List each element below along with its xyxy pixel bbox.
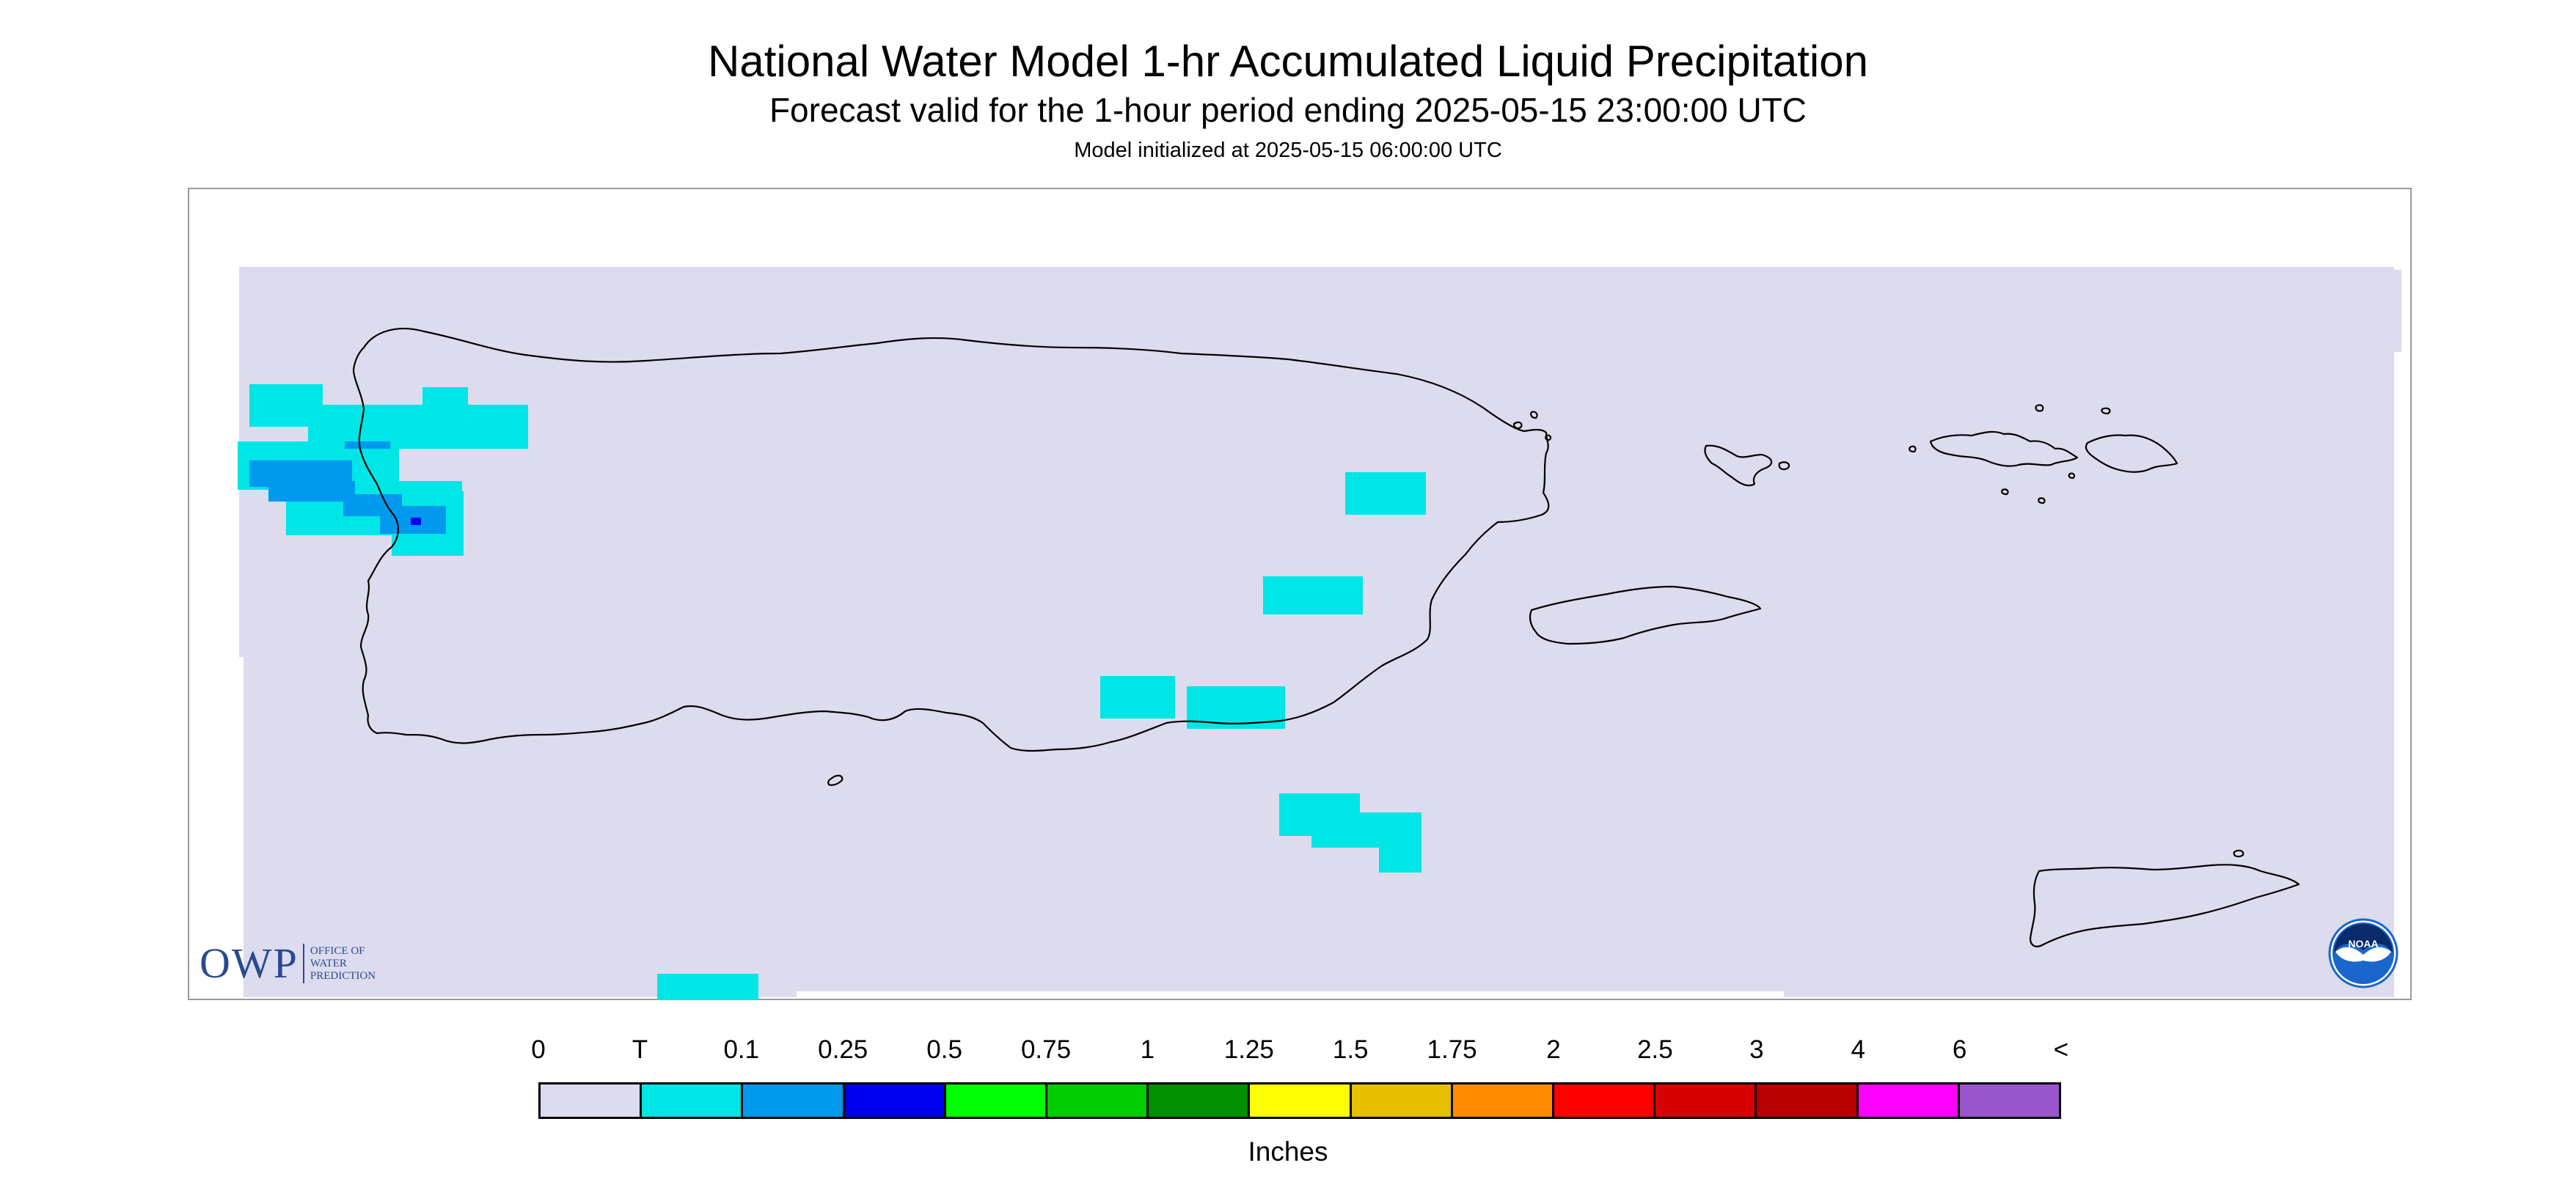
legend-swatch	[1452, 1084, 1555, 1117]
small-cay-6	[2038, 497, 2046, 504]
legend-label: 0.1	[723, 1035, 760, 1064]
small-cay-1	[1909, 445, 1917, 453]
legend-label: 1.5	[1332, 1035, 1369, 1064]
legend-swatch	[743, 1084, 845, 1117]
legend-swatch	[1655, 1084, 1757, 1117]
legend-label: 0.5	[926, 1035, 962, 1064]
legend-swatch	[1351, 1084, 1453, 1117]
legend-label: 1.25	[1223, 1035, 1274, 1064]
small-island-3	[1545, 434, 1552, 441]
small-island-1	[1512, 421, 1523, 430]
puerto-rico-coastline	[352, 328, 1550, 752]
noaa-seal-text: NOAA	[2348, 938, 2378, 950]
small-island-2	[1530, 411, 1538, 419]
precip-0-25-cells	[411, 518, 421, 525]
legend-swatch	[1757, 1084, 1859, 1117]
small-cay-2	[2068, 472, 2076, 480]
owp-mark: OWP	[200, 939, 299, 987]
legend-units: Inches	[1248, 1137, 1328, 1167]
st-john-coastline	[2085, 434, 2178, 473]
owp-text-line: WATER	[310, 957, 347, 969]
forecast-valid-subtitle: Forecast valid for the 1-hour period end…	[769, 91, 1807, 129]
owp-text-line: OFFICE OF	[310, 944, 365, 957]
legend-label: 4	[1851, 1035, 1865, 1064]
legend-swatch	[1250, 1084, 1352, 1117]
st-thomas-coastline	[1929, 430, 2079, 467]
small-cay-5	[2001, 488, 2009, 496]
legend-swatch	[1149, 1084, 1251, 1117]
st-croix-coastline	[2029, 864, 2300, 947]
legend-swatch	[1858, 1084, 1960, 1117]
data-domain-area	[239, 267, 2401, 997]
legend-swatch	[541, 1084, 643, 1117]
owp-text: OFFICE OF WATER PREDICTION	[310, 945, 376, 983]
noaa-seal-icon: NOAA	[2328, 918, 2398, 988]
buck-island	[2233, 849, 2244, 858]
legend-label: 0.25	[818, 1035, 868, 1064]
legend-label: T	[632, 1035, 648, 1064]
culebra-coastline	[1704, 444, 1773, 487]
legend-swatch	[642, 1084, 744, 1117]
small-island-caja	[827, 774, 844, 786]
legend-label: 1	[1140, 1035, 1155, 1064]
small-cay-4	[2101, 407, 2111, 415]
legend-label: 0.75	[1020, 1035, 1072, 1064]
legend-label: 2.5	[1637, 1035, 1673, 1064]
precipitation-map	[238, 267, 2401, 1000]
legend-colorbar	[538, 1082, 2061, 1119]
legend-swatch	[844, 1084, 946, 1117]
legend-swatch	[1959, 1084, 2060, 1117]
legend-labels: 0 T 0.1 0.25 0.5 0.75 1 1.25 1.5 1.75 2 2.5 3 4 6 <	[0, 1034, 2576, 1071]
page-title: National Water Model 1-hr Accumulated Li…	[708, 37, 1868, 86]
vieques-coastline	[1529, 585, 1762, 645]
owp-logo: OWP OFFICE OF WATER PREDICTION	[200, 941, 376, 985]
legend-swatch	[1554, 1084, 1656, 1117]
legend-label: <	[2053, 1035, 2069, 1064]
model-init-line: Model initialized at 2025-05-15 06:00:00…	[1074, 139, 1502, 162]
legend-swatch	[1047, 1084, 1149, 1117]
legend-label: 6	[1952, 1035, 1967, 1064]
legend-label: 3	[1749, 1035, 1764, 1064]
owp-divider	[302, 944, 304, 983]
coastlines	[352, 328, 2300, 947]
legend-label: 1.75	[1427, 1035, 1477, 1064]
title-block: National Water Model 1-hr Accumulated Li…	[0, 35, 2576, 164]
culebrita	[1778, 461, 1790, 471]
legend-label: 2	[1546, 1035, 1561, 1064]
legend-label: 0	[531, 1035, 546, 1064]
owp-text-line: PREDICTION	[310, 969, 376, 982]
small-cay-3	[2035, 404, 2044, 412]
legend-swatch	[945, 1084, 1048, 1117]
